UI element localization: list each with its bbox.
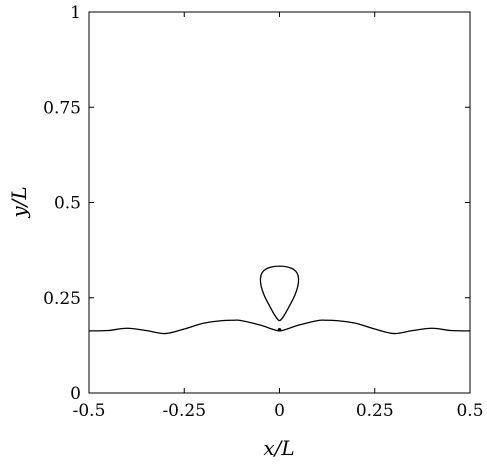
x-tick-label: 0.25 <box>356 401 394 421</box>
x-tick-label: 0.5 <box>456 401 483 421</box>
y-tick-label: 0.25 <box>43 289 81 309</box>
y-tick-label: 1 <box>70 3 81 23</box>
y-tick-label: 0.75 <box>43 98 81 118</box>
x-tick-label: -0.25 <box>162 401 206 421</box>
x-axis-label: x/L <box>263 436 294 460</box>
x-tick-label: 0 <box>274 401 285 421</box>
series-line-2 <box>259 265 300 322</box>
x-tick-label: -0.5 <box>73 401 106 421</box>
data-point-1 <box>277 327 282 332</box>
y-tick-label: 0 <box>70 384 81 404</box>
y-axis-label: y/L <box>7 186 31 218</box>
ticks: -0.5 -0.25 0 0.25 0.5 0 0.25 0.5 0.75 1 <box>43 3 483 421</box>
plot-area <box>88 11 471 394</box>
y-tick-label: 0.5 <box>54 194 81 214</box>
curves <box>88 265 471 335</box>
